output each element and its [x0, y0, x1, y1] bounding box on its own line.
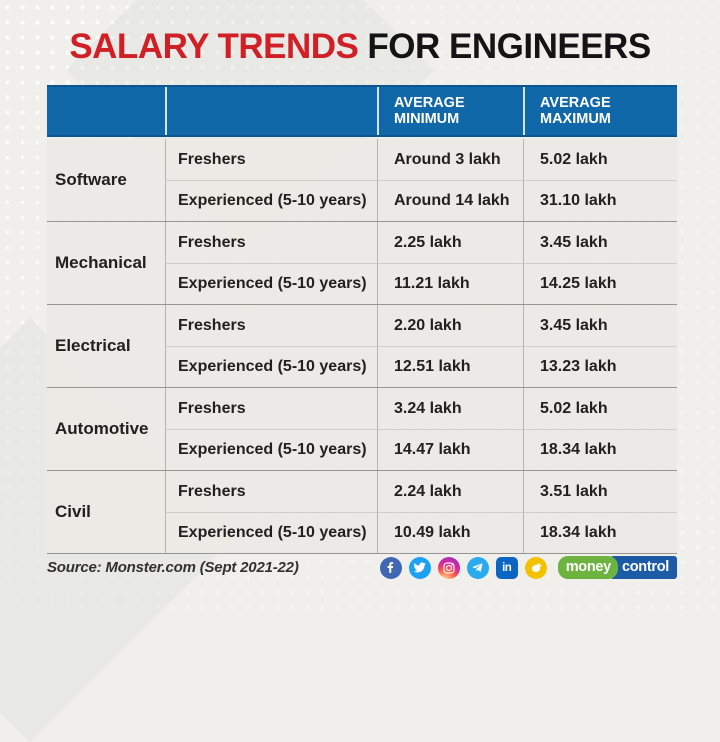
- min-value-cell: 14.47 lakh: [377, 429, 523, 470]
- header-cell-average-minimum: AVERAGE MINIMUM: [377, 87, 489, 135]
- max-value-cell: 31.10 lakh: [523, 180, 677, 221]
- category-cell: Mechanical: [55, 253, 147, 272]
- min-value-cell: 2.24 lakh: [377, 471, 523, 512]
- source-text: Source: Monster.com (Sept 2021-22): [47, 559, 299, 576]
- table-group-mechanical: Mechanical Freshers 2.25 lakh 3.45 lakh …: [47, 221, 677, 304]
- moneycontrol-logo[interactable]: money control: [557, 556, 677, 579]
- min-value-cell: 3.24 lakh: [377, 388, 523, 429]
- instagram-icon[interactable]: [437, 556, 460, 579]
- max-value-cell: 3.45 lakh: [523, 222, 677, 263]
- header-cell-blank-category: [47, 87, 165, 135]
- max-value-cell: 18.34 lakh: [523, 429, 677, 470]
- max-value-cell: 3.51 lakh: [523, 471, 677, 512]
- max-value-cell: 14.25 lakh: [523, 263, 677, 304]
- telegram-icon[interactable]: [466, 556, 489, 579]
- salary-table: AVERAGE MINIMUM AVERAGE MAXIMUM Software…: [47, 85, 677, 554]
- min-value-cell: 11.21 lakh: [377, 263, 523, 304]
- max-value-cell: 13.23 lakh: [523, 346, 677, 387]
- experience-cell: Freshers: [165, 388, 377, 429]
- min-value-cell: 2.20 lakh: [377, 305, 523, 346]
- table-body: Software Freshers Around 3 lakh 5.02 lak…: [47, 139, 677, 554]
- linkedin-icon[interactable]: in: [495, 556, 518, 579]
- header-cell-blank-experience: [165, 87, 377, 135]
- min-value-cell: Around 14 lakh: [377, 180, 523, 221]
- koo-icon[interactable]: [524, 556, 547, 579]
- category-cell: Electrical: [55, 336, 131, 355]
- category-cell: Automotive: [55, 419, 149, 438]
- experience-cell: Freshers: [165, 305, 377, 346]
- min-value-cell: Around 3 lakh: [377, 139, 523, 180]
- experience-cell: Freshers: [165, 471, 377, 512]
- table-group-civil: Civil Freshers 2.24 lakh 3.51 lakh Exper…: [47, 470, 677, 553]
- experience-cell: Experienced (5-10 years): [165, 180, 377, 221]
- table-header-row: AVERAGE MINIMUM AVERAGE MAXIMUM: [47, 85, 677, 137]
- min-value-cell: 2.25 lakh: [377, 222, 523, 263]
- moneycontrol-logo-money: money: [557, 556, 618, 579]
- max-value-cell: 3.45 lakh: [523, 305, 677, 346]
- experience-cell: Experienced (5-10 years): [165, 346, 377, 387]
- social-icons-row: in money control: [379, 556, 677, 579]
- experience-cell: Experienced (5-10 years): [165, 512, 377, 553]
- max-value-cell: 5.02 lakh: [523, 139, 677, 180]
- facebook-icon[interactable]: [379, 556, 402, 579]
- table-group-electrical: Electrical Freshers 2.20 lakh 3.45 lakh …: [47, 304, 677, 387]
- min-value-cell: 12.51 lakh: [377, 346, 523, 387]
- page-title-rest: FOR ENGINEERS: [367, 27, 651, 66]
- experience-cell: Experienced (5-10 years): [165, 429, 377, 470]
- experience-cell: Freshers: [165, 139, 377, 180]
- category-cell: Civil: [55, 502, 91, 521]
- header-cell-average-maximum: AVERAGE MAXIMUM: [523, 87, 635, 135]
- experience-cell: Experienced (5-10 years): [165, 263, 377, 304]
- min-value-cell: 10.49 lakh: [377, 512, 523, 553]
- footer: Source: Monster.com (Sept 2021-22) in mo…: [47, 556, 677, 579]
- max-value-cell: 18.34 lakh: [523, 512, 677, 553]
- max-value-cell: 5.02 lakh: [523, 388, 677, 429]
- page-title: SALARY TRENDS FOR ENGINEERS: [0, 27, 720, 67]
- table-group-automotive: Automotive Freshers 3.24 lakh 5.02 lakh …: [47, 387, 677, 470]
- moneycontrol-logo-control: control: [609, 556, 677, 579]
- twitter-icon[interactable]: [408, 556, 431, 579]
- category-cell: Software: [55, 170, 127, 189]
- page-title-highlight: SALARY TRENDS: [69, 27, 359, 66]
- table-group-software: Software Freshers Around 3 lakh 5.02 lak…: [47, 139, 677, 221]
- experience-cell: Freshers: [165, 222, 377, 263]
